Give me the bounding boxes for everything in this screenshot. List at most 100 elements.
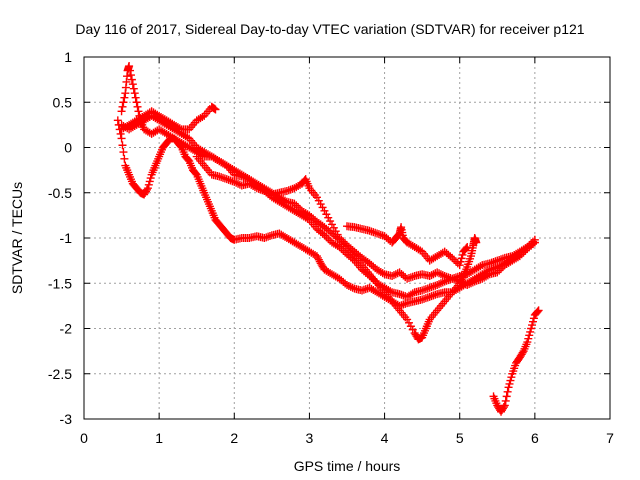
data-point (230, 177, 239, 186)
data-point (142, 185, 151, 194)
series-track-6 (343, 222, 472, 270)
data-point (518, 348, 527, 357)
data-point (425, 272, 434, 281)
x-axis-title: GPS time / hours (294, 458, 401, 474)
data-point (530, 238, 539, 247)
data-point (476, 262, 485, 271)
data-point (127, 75, 136, 84)
data-point (337, 235, 346, 244)
data-point (331, 227, 340, 236)
data-point (324, 213, 333, 222)
data-point (117, 107, 126, 116)
data-point (462, 244, 471, 253)
data-point (312, 193, 321, 202)
data-point (433, 281, 442, 290)
data-point (495, 266, 504, 275)
data-point (472, 238, 481, 247)
data-point (262, 187, 271, 196)
y-tick-label: -1.5 (48, 275, 72, 291)
data-point (446, 252, 455, 261)
data-point (523, 338, 532, 347)
data-point (455, 277, 464, 286)
data-point (528, 317, 537, 326)
data-point (126, 66, 135, 75)
data-point (456, 257, 465, 266)
data-point (515, 252, 524, 261)
data-point (427, 271, 436, 280)
data-point (183, 133, 192, 142)
data-point (463, 243, 472, 252)
data-point (403, 315, 412, 324)
x-tick-label: 3 (306, 430, 314, 446)
data-point (458, 250, 467, 259)
series-track-5 (192, 152, 539, 290)
data-point (315, 257, 324, 266)
data-point (463, 281, 472, 290)
data-point (500, 401, 509, 410)
y-tick-label: -0.5 (48, 185, 72, 201)
data-point (457, 278, 466, 287)
data-point (528, 321, 537, 330)
data-point (438, 271, 447, 280)
data-point (341, 239, 350, 248)
x-tick-label: 4 (381, 430, 389, 446)
data-point (493, 268, 502, 277)
data-point (465, 280, 474, 289)
data-point (260, 186, 269, 195)
data-point (232, 178, 241, 187)
data-point (533, 307, 542, 316)
data-point (534, 306, 543, 315)
data-point (175, 124, 184, 133)
data-point (438, 278, 447, 287)
data-point (435, 280, 444, 289)
data-point (527, 324, 536, 333)
x-tick-label: 6 (531, 430, 539, 446)
data-point (134, 107, 143, 116)
data-point (389, 271, 398, 280)
data-point (281, 196, 290, 205)
data-point (507, 373, 516, 382)
plot-frame (83, 56, 611, 420)
data-point (503, 387, 512, 396)
data-point (524, 334, 533, 343)
series-track-2 (117, 62, 539, 301)
data-point (457, 254, 466, 263)
data-point (131, 93, 140, 102)
y-tick-labels: 1 0.5 0 -0.5 -1 -1.5 -2 -2.5 -3 (48, 49, 72, 427)
data-point (118, 102, 127, 111)
data-point (126, 71, 135, 80)
data-point (184, 155, 193, 164)
data-point (455, 261, 464, 270)
data-point (250, 183, 259, 192)
series-track-4 (117, 102, 220, 134)
data-point (433, 268, 442, 277)
axis-ticks (83, 56, 611, 420)
data-point (314, 196, 323, 205)
data-point (499, 403, 508, 412)
data-point (264, 188, 273, 197)
data-point (506, 376, 515, 385)
data-point (497, 264, 506, 273)
data-point (436, 270, 445, 279)
data-point (333, 230, 342, 239)
data-point (388, 272, 397, 281)
data-point (290, 199, 299, 208)
data-point (429, 270, 438, 279)
series-track-7 (489, 306, 543, 416)
data-point (119, 148, 128, 157)
data-point (324, 234, 333, 243)
data-point (404, 318, 413, 327)
data-point (113, 116, 122, 125)
data-point (118, 141, 127, 150)
data-point (128, 80, 137, 89)
data-point (335, 234, 344, 242)
data-point (327, 220, 336, 229)
y-tick-label: 0 (64, 140, 72, 156)
data-point (125, 62, 134, 71)
data-point (294, 203, 303, 212)
data-point (116, 129, 125, 138)
data-point (450, 255, 459, 264)
data-point (320, 206, 329, 215)
